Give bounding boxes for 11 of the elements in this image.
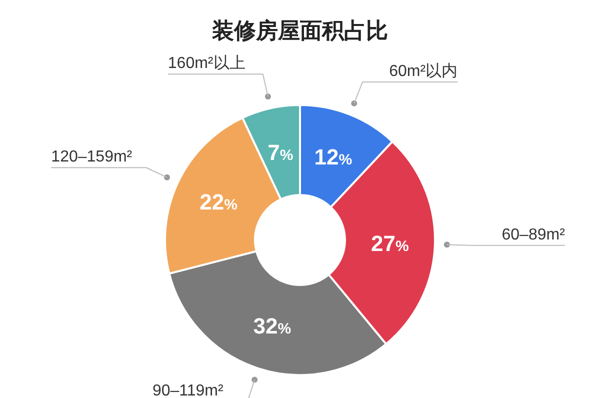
slice-label: 160m²以上 [168,54,246,72]
slice-label: 120–159m² [51,148,133,166]
data-label: 12% [314,144,352,170]
data-label: 7% [268,140,294,166]
data-label: 27% [371,230,409,256]
data-label: 22% [200,190,238,215]
slice-label: 60m²以内 [389,62,458,80]
slice-label: 90–119m² [152,382,224,398]
chart-title: 装修房屋面积占比 [211,18,388,43]
slice-label: 60–89m² [502,226,566,244]
data-label: 32% [253,314,292,339]
